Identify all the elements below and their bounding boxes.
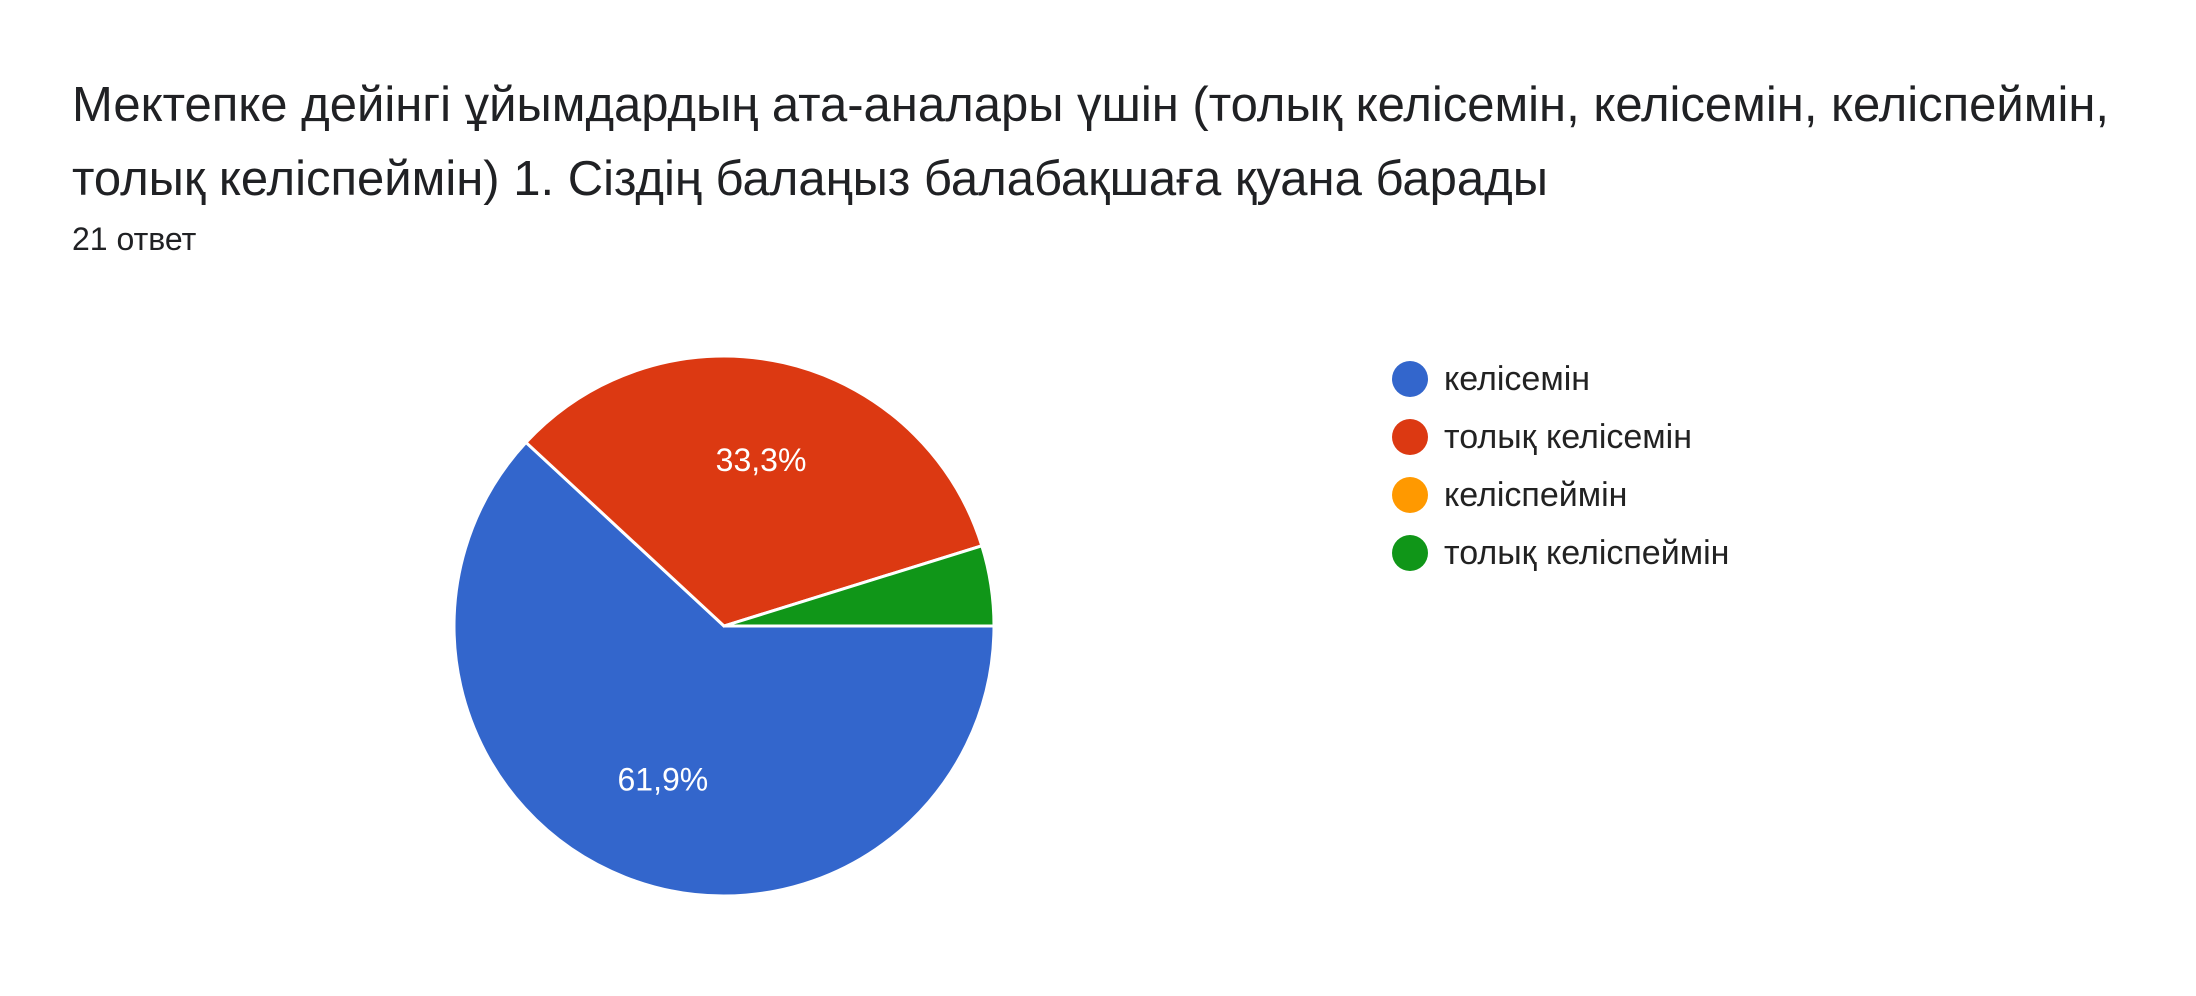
pie-data-label-1: 61,9% bbox=[617, 761, 708, 797]
question-title: Мектепке дейінгі ұйымдардың ата-аналары … bbox=[72, 78, 2110, 206]
legend-item-2[interactable]: толық келісемін bbox=[1392, 408, 1729, 466]
response-count: 21 ответ bbox=[72, 221, 197, 257]
pie-data-labels: 61,9% 33,3% bbox=[617, 442, 806, 797]
pie-slice-1[interactable] bbox=[452, 440, 996, 898]
legend-label: толық келісемін bbox=[1444, 418, 1692, 456]
legend-color-dot-icon bbox=[1392, 419, 1428, 455]
pie-slice-2[interactable] bbox=[523, 354, 984, 628]
pie-slice-4[interactable] bbox=[723, 543, 996, 628]
legend-item-4[interactable]: толық келіспеймін bbox=[1392, 524, 1729, 582]
chart-legend: келісемін толық келісемін келіспеймін толық… bbox=[1392, 350, 1729, 582]
legend-color-dot-icon bbox=[1392, 535, 1428, 571]
legend-label: толық келіспеймін bbox=[1444, 534, 1730, 572]
pie-slices bbox=[452, 354, 996, 898]
legend-color-dot-icon bbox=[1392, 477, 1428, 513]
legend-label: келісемін bbox=[1444, 360, 1591, 398]
legend-item-3[interactable]: келіспеймін bbox=[1392, 466, 1729, 524]
pie-data-label-2: 33,3% bbox=[716, 442, 807, 478]
legend-color-dot-icon bbox=[1392, 361, 1428, 397]
legend-item-1[interactable]: келісемін bbox=[1392, 350, 1729, 408]
legend-label: келіспеймін bbox=[1444, 476, 1628, 514]
